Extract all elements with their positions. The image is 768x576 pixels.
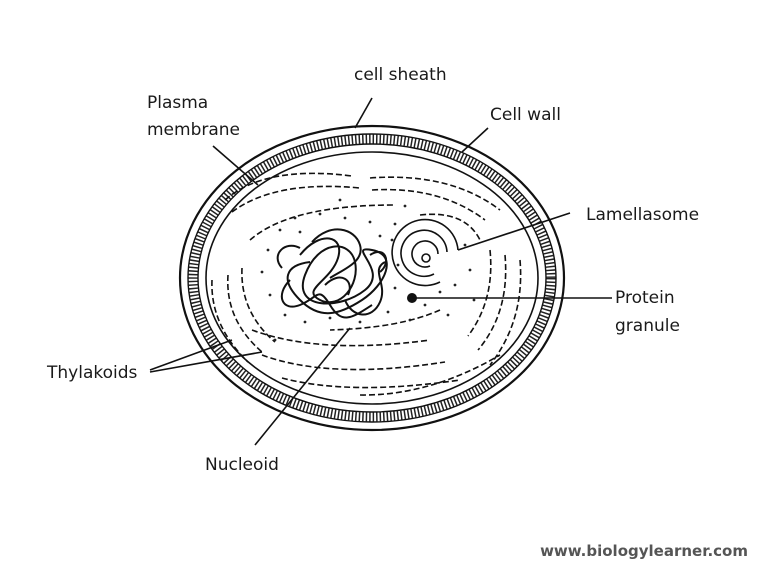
- cytoplasm-stipple: [260, 198, 476, 342]
- label-plasma-membrane-line1: Plasma: [147, 93, 208, 113]
- thylakoid-membrane: [477, 254, 507, 351]
- thylakoid-membrane: [329, 309, 441, 331]
- leader-thylakoids-a: [149, 339, 233, 371]
- thylakoid-membrane: [371, 188, 486, 221]
- thylakoid-membrane: [281, 377, 461, 389]
- label-cell-wall: Cell wall: [490, 105, 561, 125]
- thylakoid-membrane: [419, 213, 481, 241]
- label-nucleoid: Nucleoid: [205, 455, 279, 475]
- cell-wall-band: [188, 134, 556, 422]
- thylakoid-membrane: [251, 329, 431, 347]
- watermark: www.biologylearner.com: [540, 542, 748, 560]
- thylakoids: [211, 172, 522, 396]
- leader-cell-sheath: [354, 97, 373, 129]
- label-cell-sheath: cell sheath: [354, 65, 447, 85]
- label-protein-granule-line1: Protein: [615, 288, 675, 308]
- thylakoid-membrane: [369, 176, 501, 211]
- cell-sheath-outline: [178, 124, 566, 432]
- thylakoid-membrane: [489, 259, 522, 366]
- label-thylakoids: Thylakoids: [46, 363, 138, 383]
- lamellasome: [391, 218, 459, 287]
- thylakoid-membrane: [241, 267, 276, 343]
- thylakoid-membrane: [224, 172, 353, 201]
- thylakoid-membrane: [211, 279, 249, 363]
- cell-wall-inner-line: [197, 143, 547, 413]
- thylakoid-membrane: [231, 185, 361, 213]
- label-lamellasome: Lamellasome: [586, 205, 699, 225]
- leader-plasma-membrane: [212, 145, 259, 186]
- thylakoid-membrane: [249, 204, 396, 241]
- leader-lines: [149, 97, 612, 446]
- leader-cell-wall: [461, 127, 489, 153]
- thylakoid-membrane: [227, 274, 263, 353]
- thylakoid-membrane: [261, 354, 446, 371]
- thylakoid-membrane: [359, 354, 501, 396]
- label-protein-granule-line2: granule: [615, 316, 680, 336]
- leader-lamellasome: [457, 212, 571, 251]
- cell-wall-outer-line: [187, 133, 557, 423]
- thylakoid-membrane: [467, 249, 492, 337]
- leader-nucleoid: [254, 327, 351, 446]
- label-plasma-membrane-line2: membrane: [147, 120, 240, 140]
- nucleoid: [276, 228, 388, 319]
- plasma-membrane-outline: [205, 151, 539, 405]
- leader-thylakoids-b: [149, 351, 263, 373]
